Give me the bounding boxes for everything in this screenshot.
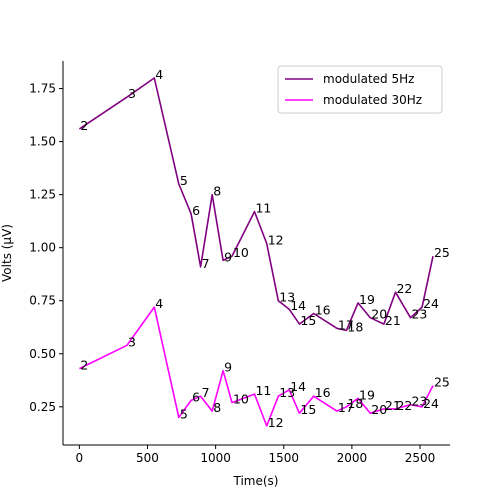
point-label: 7 [202, 256, 210, 271]
legend: modulated 5Hz modulated 30Hz [277, 65, 443, 114]
point-label: 13 [279, 385, 295, 400]
series-line-1 [79, 306, 434, 427]
point-label: 24 [423, 396, 439, 411]
point-label: 23 [411, 307, 427, 322]
point-label: 17 [338, 400, 354, 415]
point-label: 8 [213, 184, 221, 199]
y-tick-label: 0.50 [29, 347, 56, 361]
y-axis-ticks: 0.25 0.50 0.75 1.00 1.25 1.50 1.75 [29, 82, 63, 414]
point-label: 15 [300, 402, 316, 417]
point-label: 20 [371, 307, 387, 322]
point-label: 12 [268, 415, 284, 430]
point-label: 21 [385, 398, 401, 413]
point-label: 18 [347, 396, 363, 411]
point-label: 14 [290, 379, 306, 394]
y-tick-label: 0.25 [29, 400, 56, 414]
y-tick-label: 1.50 [29, 135, 56, 149]
point-label: 11 [255, 383, 271, 398]
point-label: 6 [192, 389, 200, 404]
point-label: 12 [268, 232, 284, 247]
point-label: 16 [315, 302, 331, 317]
point-label: 10 [233, 245, 249, 260]
point-label: 19 [359, 387, 375, 402]
point-label: 25 [434, 375, 450, 390]
point-label: 24 [423, 296, 439, 311]
x-tick-label: 1500 [268, 451, 299, 465]
point-label: 17 [338, 317, 354, 332]
point-label: 23 [411, 394, 427, 409]
x-axis-label: Time(s) [233, 474, 279, 488]
legend-label-30hz: modulated 30Hz [323, 93, 422, 107]
point-label: 3 [128, 86, 136, 101]
legend-box [277, 65, 443, 114]
point-label: 4 [155, 67, 163, 82]
point-label: 13 [279, 290, 295, 305]
point-label: 21 [385, 313, 401, 328]
point-label: 6 [192, 203, 200, 218]
point-label: 2 [80, 118, 88, 133]
point-label: 25 [434, 245, 450, 260]
point-label: 9 [224, 360, 232, 375]
point-label: 18 [347, 319, 363, 334]
x-tick-label: 2500 [405, 451, 436, 465]
point-label: 22 [396, 398, 412, 413]
point-label: 9 [224, 249, 232, 264]
point-label: 11 [255, 201, 271, 216]
y-tick-label: 0.75 [29, 294, 56, 308]
y-tick-label: 1.25 [29, 188, 56, 202]
point-label: 4 [155, 296, 163, 311]
x-tick-label: 0 [76, 451, 84, 465]
point-label: 5 [180, 406, 188, 421]
y-tick-label: 1.00 [29, 241, 56, 255]
point-label: 16 [315, 385, 331, 400]
point-label: 15 [300, 313, 316, 328]
x-axis-ticks: 0 500 1000 1500 2000 2500 [76, 445, 436, 465]
point-label: 3 [128, 334, 136, 349]
legend-label-5hz: modulated 5Hz [323, 72, 414, 86]
x-tick-label: 2000 [337, 451, 368, 465]
point-label: 8 [213, 400, 221, 415]
point-label: 19 [359, 292, 375, 307]
point-label: 20 [371, 402, 387, 417]
y-axis-label: Volts (μV) [0, 224, 14, 282]
series-line-0 [78, 77, 434, 332]
point-label: 7 [202, 385, 210, 400]
point-label: 22 [396, 281, 412, 296]
point-label: 14 [290, 298, 306, 313]
x-tick-label: 1000 [200, 451, 231, 465]
x-tick-label: 500 [136, 451, 159, 465]
point-label: 5 [180, 173, 188, 188]
point-label: 2 [80, 358, 88, 373]
point-label: 10 [233, 392, 249, 407]
y-tick-label: 1.75 [29, 82, 56, 96]
